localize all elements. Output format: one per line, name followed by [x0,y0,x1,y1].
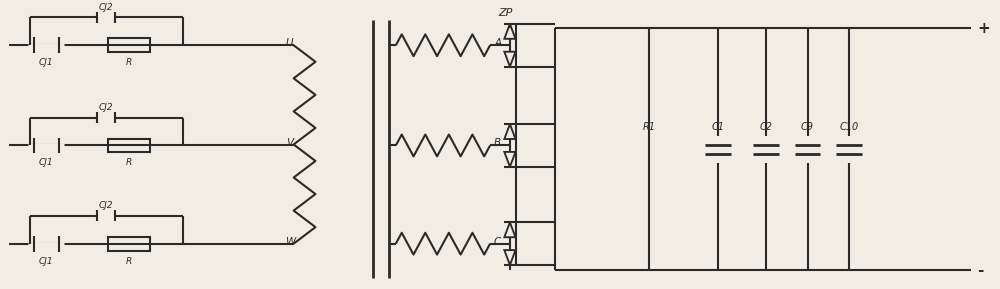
Polygon shape [504,124,516,139]
Bar [108,138,150,152]
Text: CJ1: CJ1 [39,257,53,266]
Text: R: R [126,257,132,266]
Text: R1: R1 [642,122,655,131]
Text: A: A [494,38,501,48]
Polygon shape [504,152,516,167]
Text: C1: C1 [712,122,725,131]
Text: +: + [977,21,990,36]
Text: ZP: ZP [498,8,512,18]
Text: V: V [286,138,293,149]
Text: C10: C10 [840,122,859,131]
Text: -: - [977,263,984,278]
Polygon shape [504,52,516,66]
Text: C2: C2 [759,122,772,131]
Polygon shape [504,250,516,265]
Text: CJ1: CJ1 [39,158,53,167]
Text: CJ1: CJ1 [39,58,53,67]
Text: W: W [286,237,296,247]
Text: CJ2: CJ2 [99,103,113,112]
Polygon shape [504,24,516,39]
Text: R: R [126,58,132,67]
Text: CJ2: CJ2 [99,201,113,210]
Text: C9: C9 [801,122,814,131]
Text: B: B [494,138,501,149]
Text: U: U [286,38,293,48]
Text: C: C [494,237,501,247]
Text: R: R [126,158,132,167]
Bar [108,237,150,251]
Bar [108,38,150,52]
Text: CJ2: CJ2 [99,3,113,12]
Polygon shape [504,222,516,237]
